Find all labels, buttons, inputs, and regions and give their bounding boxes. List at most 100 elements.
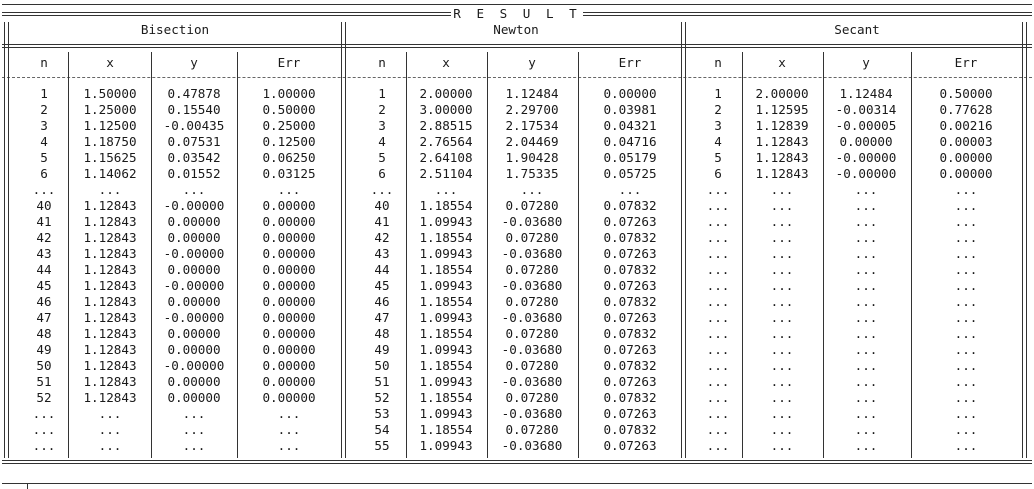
bisection-x-cell: ... xyxy=(98,422,122,437)
col-sep xyxy=(487,52,488,458)
bisection-x-cell: 1.12843 xyxy=(83,214,137,229)
secant-err-cell: ... xyxy=(954,326,978,341)
table-row: 2 1.25000 0.15540 0.50000 2 3.00000 2.29700 0.0… xyxy=(0,102,1034,118)
secant-n-cell: ... xyxy=(706,294,730,309)
newton-x-cell: ... xyxy=(434,182,458,197)
col-sep xyxy=(823,52,824,458)
bisection-n-cell: 1 xyxy=(40,86,48,101)
secant-err-cell: ... xyxy=(954,390,978,405)
newton-err-cell: 0.03981 xyxy=(603,102,657,117)
secant-x-cell: ... xyxy=(770,342,794,357)
newton-x-cell: 1.18554 xyxy=(419,358,473,373)
table-row: 3 1.12500 -0.00435 0.25000 3 2.88515 2.17534 0.… xyxy=(0,118,1034,134)
bisection-y-cell: 0.00000 xyxy=(167,230,221,245)
bisection-y-cell: ... xyxy=(182,406,206,421)
secant-n-cell: ... xyxy=(706,310,730,325)
newton-y-cell: 2.29700 xyxy=(505,102,559,117)
bisection-x-cell: 1.18750 xyxy=(83,134,137,149)
newton-n-cell: 43 xyxy=(374,246,390,261)
method-header-secant: Secant xyxy=(834,22,880,37)
secant-err-cell: ... xyxy=(954,358,978,373)
secant-x-cell: ... xyxy=(770,438,794,453)
bisection-n-cell: 50 xyxy=(36,358,52,373)
newton-x-cell: 1.18554 xyxy=(419,198,473,213)
bisection-x-cell: 1.12843 xyxy=(83,342,137,357)
secant-y-cell: ... xyxy=(854,326,878,341)
newton-x-cell: 1.18554 xyxy=(419,390,473,405)
newton-n-cell: 51 xyxy=(374,374,390,389)
bisection-y-cell: 0.00000 xyxy=(167,342,221,357)
bisection-x-cell: 1.12843 xyxy=(83,278,137,293)
method-separator-1 xyxy=(341,22,347,458)
newton-x-cell: 1.18554 xyxy=(419,262,473,277)
newton-x-cell: 1.09943 xyxy=(419,278,473,293)
bisection-n-cell: 46 xyxy=(36,294,52,309)
newton-err-cell: 0.07832 xyxy=(603,198,657,213)
secant-err-cell: ... xyxy=(954,406,978,421)
newton-y-cell: 1.12484 xyxy=(505,86,559,101)
secant-y-cell: 1.12484 xyxy=(839,86,893,101)
result-title-text: R E S U L T xyxy=(451,6,583,21)
newton-err-cell: 0.07832 xyxy=(603,326,657,341)
table-row: 49 1.12843 0.00000 0.00000 49 1.09943 -0.03680… xyxy=(0,342,1034,358)
bisection-x-cell: 1.12843 xyxy=(83,310,137,325)
bisection-x-cell: 1.50000 xyxy=(83,86,137,101)
top-border xyxy=(2,4,1032,5)
bisection-y-cell: -0.00000 xyxy=(163,278,225,293)
header-rule xyxy=(2,44,1032,48)
bisection-y-cell: -0.00435 xyxy=(163,118,225,133)
secant-n-cell: ... xyxy=(706,198,730,213)
table-row: .................................... xyxy=(0,182,1034,198)
secant-x-cell: ... xyxy=(770,390,794,405)
newton-n-cell: 49 xyxy=(374,342,390,357)
col-sep xyxy=(911,52,912,458)
secant-err-cell: ... xyxy=(954,310,978,325)
secant-n-cell: ... xyxy=(706,214,730,229)
secant-n-cell: 5 xyxy=(714,150,722,165)
bisection-x-cell: 1.14062 xyxy=(83,166,137,181)
bisection-err-cell: 0.06250 xyxy=(262,150,316,165)
secant-err-cell: 0.00000 xyxy=(939,166,993,181)
secant-n-cell: ... xyxy=(706,438,730,453)
secant-y-cell: ... xyxy=(854,198,878,213)
bisection-err-cell: ... xyxy=(277,182,301,197)
secant-x-cell: ... xyxy=(770,326,794,341)
secant-y-cell: -0.00005 xyxy=(835,118,897,133)
newton-x-cell: 1.18554 xyxy=(419,422,473,437)
secant-x-cell: ... xyxy=(770,374,794,389)
secant-x-cell: ... xyxy=(770,182,794,197)
newton-x-cell: 2.76564 xyxy=(419,134,473,149)
secant-y-cell: ... xyxy=(854,310,878,325)
newton-y-cell: -0.03680 xyxy=(501,214,563,229)
newton-x-cell: 1.09943 xyxy=(419,310,473,325)
newton-n-cell: 6 xyxy=(378,166,386,181)
secant-n-cell: ... xyxy=(706,374,730,389)
newton-y-cell: -0.03680 xyxy=(501,310,563,325)
secant-y-cell: ... xyxy=(854,358,878,373)
secant-err-cell: ... xyxy=(954,246,978,261)
bisection-n-cell: 5 xyxy=(40,150,48,165)
newton-n-cell: 46 xyxy=(374,294,390,309)
newton-err-cell: 0.00000 xyxy=(603,86,657,101)
secant-x-cell: ... xyxy=(770,358,794,373)
bisection-n-cell: 47 xyxy=(36,310,52,325)
newton-n-cell: 42 xyxy=(374,230,390,245)
newton-n-cell: 54 xyxy=(374,422,390,437)
bisection-y-cell: 0.07531 xyxy=(167,134,221,149)
table-row: 47 1.12843 -0.00000 0.00000 47 1.09943 -0.0368… xyxy=(0,310,1034,326)
newton-x-cell: 2.00000 xyxy=(419,86,473,101)
newton-n-cell: 48 xyxy=(374,326,390,341)
bisection-x-cell: 1.12843 xyxy=(83,358,137,373)
newton-y-cell: -0.03680 xyxy=(501,374,563,389)
bisection-err-cell: 0.50000 xyxy=(262,102,316,117)
secant-y-cell: -0.00314 xyxy=(835,102,897,117)
table-row: 52 1.12843 0.00000 0.00000 52 1.18554 0.07280 0… xyxy=(0,390,1034,406)
table-row: ............ 55 1.09943 -0.03680 0.07263....… xyxy=(0,438,1034,454)
bisection-n-cell: 48 xyxy=(36,326,52,341)
newton-y-cell: 2.17534 xyxy=(505,118,559,133)
column-header-newton-y: y xyxy=(528,55,536,70)
col-sep xyxy=(578,52,579,458)
secant-y-cell: -0.00000 xyxy=(835,166,897,181)
column-header-bisection-err: Err xyxy=(277,55,301,70)
